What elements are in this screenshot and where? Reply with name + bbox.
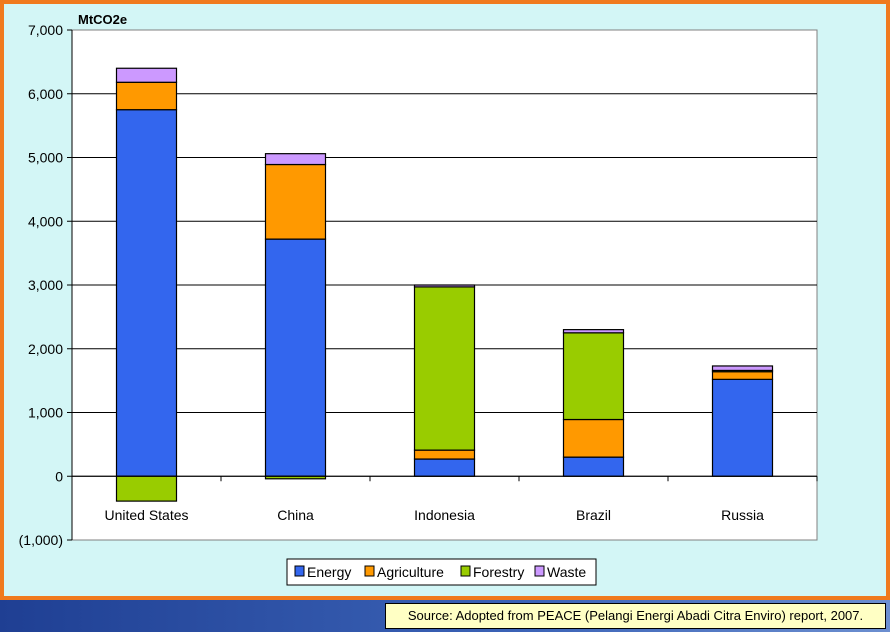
legend-swatch-agriculture	[364, 565, 375, 577]
bar-segment-forestry	[115, 475, 178, 502]
bar-segment-forestry	[413, 286, 476, 451]
bar-segment-waste	[413, 284, 476, 288]
source-note: Source: Adopted from PEACE (Pelangi Ener…	[385, 603, 886, 629]
legend: Energy Agriculture Forestry Waste	[286, 558, 597, 586]
axes: (1,000) 0 1,000 2,000 3,000 4,000 5,000 6,000 7,…	[19, 22, 818, 548]
stacked-bar-chart: (1,000) 0 1,000 2,000 3,000 4,000 5,000 6,000 7,…	[19, 12, 818, 586]
bar-segment-energy	[562, 456, 625, 477]
legend-label-energy: Energy	[307, 564, 351, 580]
y-tick-label: 3,000	[28, 277, 63, 293]
legend-swatch-energy	[294, 565, 305, 577]
bar-segment-energy	[413, 458, 476, 477]
bar-segment-waste	[115, 67, 178, 83]
x-tick-label: China	[277, 507, 314, 523]
y-tick-label: 5,000	[28, 150, 63, 166]
x-tick-label: Indonesia	[414, 507, 475, 523]
bar-segment-energy	[711, 378, 774, 477]
bar-segment-agriculture	[264, 163, 327, 240]
legend-swatch-forestry	[460, 565, 471, 577]
bar-segment-agriculture	[711, 371, 774, 380]
bar-segment-waste	[264, 153, 327, 166]
bar-segment-forestry	[562, 332, 625, 421]
y-tick-label: 6,000	[28, 86, 63, 102]
legend-label-waste: Waste	[547, 564, 586, 580]
x-tick-label: United States	[104, 507, 188, 523]
bar-segment-agriculture	[115, 81, 178, 111]
bar-segment-energy	[264, 238, 327, 477]
bar-segment-waste	[562, 329, 625, 334]
legend-label-agriculture: Agriculture	[377, 564, 444, 580]
y-tick-label: 7,000	[28, 22, 63, 38]
y-tick-label: 0	[55, 468, 63, 484]
unit-label: MtCO2e	[78, 12, 127, 27]
bar-segment-waste	[711, 365, 774, 372]
y-tick-label: (1,000)	[19, 532, 63, 548]
x-tick-label: Brazil	[576, 507, 611, 523]
y-tick-label: 4,000	[28, 213, 63, 229]
y-tick-label: 2,000	[28, 341, 63, 357]
bar-segment-agriculture	[562, 418, 625, 458]
bar-segment-energy	[115, 109, 178, 477]
legend-label-forestry: Forestry	[473, 564, 524, 580]
x-tick-label: Russia	[721, 507, 764, 523]
y-tick-label: 1,000	[28, 405, 63, 421]
legend-swatch-waste	[534, 565, 545, 577]
bar-segment-agriculture	[413, 449, 476, 460]
